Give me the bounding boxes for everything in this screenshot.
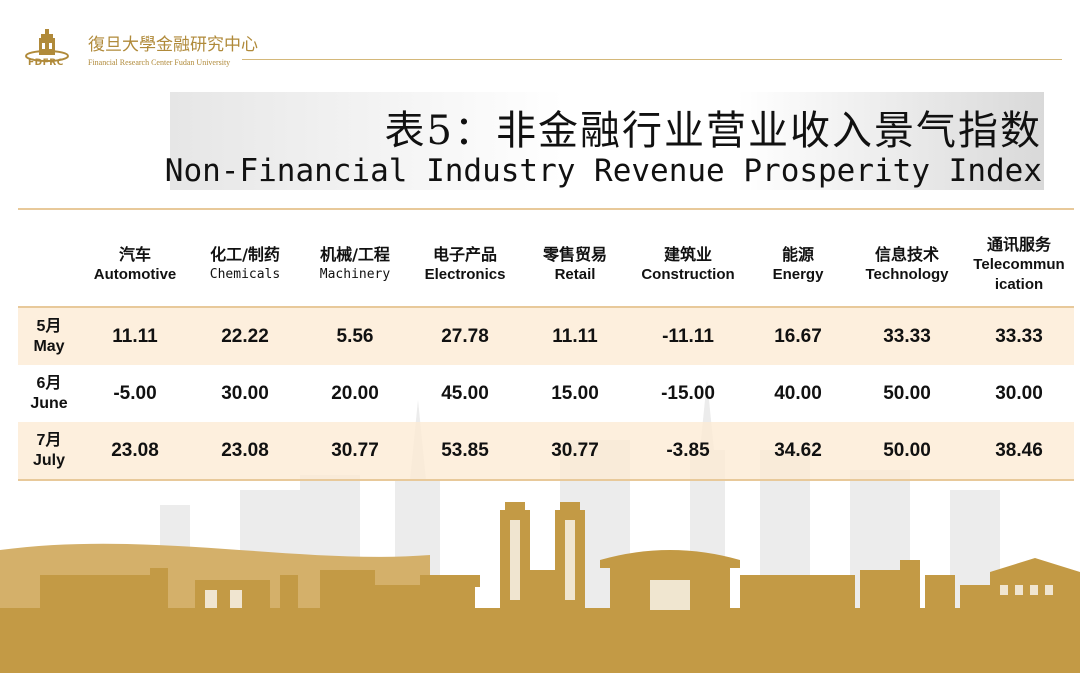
col-header-en: Technology (865, 266, 949, 283)
city-skyline-illustration (0, 380, 1080, 673)
col-header-cn: 信息技术 (874, 245, 939, 264)
col-header-machinery: 机械/工程 Machinery (300, 222, 410, 308)
cell-electronics: 45.00 (441, 382, 489, 404)
table-top-rule (18, 208, 1074, 210)
col-header-en: Chemicals (209, 267, 281, 282)
cell-retail: 15.00 (551, 382, 599, 404)
col-header-construction: 建筑业 Construction (630, 222, 746, 308)
table-row-may: 5月 May 11.11 22.22 5.56 27.78 11.11 -11.… (18, 308, 1074, 365)
row-month-label: 7月 July (18, 422, 80, 479)
col-header-en: Construction (641, 266, 735, 283)
cell-construction: -11.11 (662, 325, 714, 347)
cell-telecommunication: 38.46 (995, 439, 1043, 461)
col-header-energy: 能源 Energy (746, 222, 850, 308)
month-en: June (30, 394, 68, 412)
cell-machinery: 5.56 (336, 325, 374, 347)
cell-telecommunication: 30.00 (995, 382, 1043, 404)
col-header-chemicals: 化工/制药 Chemicals (190, 222, 300, 308)
cell-chemicals: 22.22 (221, 325, 269, 347)
row-month-label: 6月 June (18, 365, 80, 422)
cell-automotive: -5.00 (113, 382, 157, 404)
cell-technology: 50.00 (883, 382, 931, 404)
header-divider-rule (18, 306, 1074, 308)
cell-automotive: 11.11 (112, 325, 158, 347)
col-header-electronics: 电子产品 Electronics (410, 222, 520, 308)
col-header-cn: 建筑业 (663, 245, 712, 264)
cell-telecommunication: 33.33 (995, 325, 1043, 347)
month-cn: 5月 (36, 317, 62, 335)
title-banner (170, 92, 1044, 190)
cell-electronics: 53.85 (441, 439, 489, 461)
org-name-cn: 復旦大學金融研究中心 (88, 35, 258, 55)
cell-technology: 50.00 (883, 439, 931, 461)
cell-machinery: 20.00 (331, 382, 379, 404)
page-title-en: Non-Financial Industry Revenue Prosperit… (164, 153, 1042, 189)
cell-construction: -3.85 (666, 439, 710, 461)
col-header-automotive: 汽车 Automotive (80, 222, 190, 308)
page-title-cn: 表5：非金融行业营业收入景气指数 (384, 108, 1042, 154)
month-cn: 6月 (36, 374, 62, 392)
cell-construction: -15.00 (661, 382, 715, 404)
cell-chemicals: 30.00 (221, 382, 269, 404)
col-header-en: Energy (772, 266, 824, 283)
col-header-en: Retail (554, 266, 596, 283)
fdfrc-logo-icon (25, 29, 69, 62)
col-header-cn: 机械/工程 (320, 245, 390, 264)
table-row-july: 7月 July 23.08 23.08 30.77 53.85 30.77 -3… (18, 422, 1074, 479)
org-abbr: FDFRC (28, 58, 64, 68)
col-header-en: Automotive (93, 266, 177, 283)
org-name-en: Financial Research Center Fudan Universi… (88, 58, 231, 67)
col-header-retail: 零售贸易 Retail (520, 222, 630, 308)
cell-energy: 34.62 (774, 439, 822, 461)
cell-chemicals: 23.08 (221, 439, 269, 461)
col-header-en: Telecommun ication (973, 256, 1065, 293)
table-header-row: 汽车 Automotive 化工/制药 Chemicals 机械/工程 Mach… (18, 222, 1074, 308)
col-header-cn: 化工/制药 (210, 245, 280, 264)
table-row-june: 6月 June -5.00 30.00 20.00 45.00 15.00 -1… (18, 365, 1074, 422)
row-month-label: 5月 May (18, 308, 80, 365)
col-header-cn: 通讯服务 (986, 235, 1051, 254)
cell-energy: 40.00 (774, 382, 822, 404)
cell-energy: 16.67 (774, 325, 822, 347)
cell-retail: 30.77 (551, 439, 599, 461)
month-en: May (33, 337, 65, 355)
col-header-en: Machinery (319, 267, 391, 282)
cell-retail: 11.11 (552, 325, 598, 347)
col-header-cn: 零售贸易 (542, 245, 607, 264)
col-header-telecommunication: 通讯服务 Telecommun ication (964, 222, 1074, 308)
month-cn: 7月 (36, 431, 62, 449)
cell-technology: 33.33 (883, 325, 931, 347)
table-bottom-rule (18, 479, 1074, 481)
col-header-en: Electronics (424, 266, 506, 283)
cell-electronics: 27.78 (441, 325, 489, 347)
col-header-cn: 汽车 (118, 245, 151, 264)
col-header-cn: 电子产品 (432, 245, 497, 264)
month-en: July (32, 451, 65, 469)
col-header-technology: 信息技术 Technology (850, 222, 964, 308)
header-divider (242, 59, 1062, 60)
cell-machinery: 30.77 (331, 439, 379, 461)
cell-automotive: 23.08 (111, 439, 159, 461)
col-header-cn: 能源 (781, 245, 814, 264)
